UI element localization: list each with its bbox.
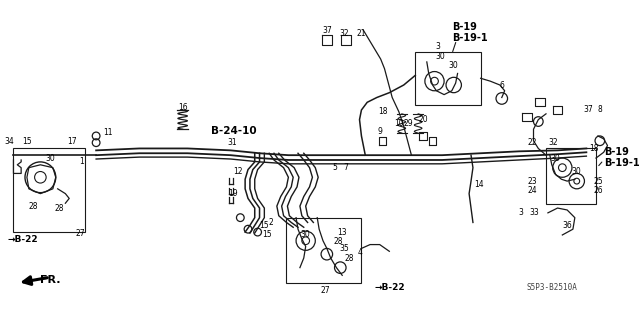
Text: 13: 13 — [337, 227, 347, 237]
Text: 30: 30 — [45, 153, 55, 163]
Text: 2: 2 — [269, 218, 273, 227]
Text: 33: 33 — [529, 208, 540, 217]
Text: 32: 32 — [339, 29, 349, 38]
Text: 3: 3 — [518, 208, 524, 217]
Text: 28: 28 — [344, 254, 354, 263]
Text: 29: 29 — [404, 119, 413, 128]
Text: 30: 30 — [449, 61, 459, 70]
Text: B-19-1: B-19-1 — [604, 158, 639, 168]
Text: 16: 16 — [178, 103, 188, 112]
Bar — [415, 52, 481, 105]
Text: S5P3-B2510A: S5P3-B2510A — [527, 283, 578, 292]
Text: 1: 1 — [79, 157, 84, 167]
Text: 36: 36 — [563, 221, 572, 230]
Text: 32: 32 — [548, 138, 557, 147]
Text: →B-22: →B-22 — [375, 283, 406, 292]
Text: 15: 15 — [262, 230, 272, 240]
Text: FR.: FR. — [40, 275, 61, 285]
Text: 3: 3 — [436, 42, 441, 51]
Text: 26: 26 — [593, 186, 603, 195]
Text: 20: 20 — [418, 115, 428, 124]
Text: B-19-1: B-19-1 — [452, 33, 488, 43]
Text: 21: 21 — [356, 29, 366, 38]
Text: 37: 37 — [584, 106, 593, 115]
Text: 30: 30 — [301, 230, 310, 240]
Text: 18: 18 — [589, 144, 599, 153]
Text: B-24-10: B-24-10 — [211, 126, 257, 136]
Text: 12: 12 — [234, 167, 243, 176]
Text: 10: 10 — [394, 119, 404, 128]
Text: 37: 37 — [322, 26, 332, 35]
Text: 25: 25 — [593, 177, 603, 186]
Text: 14: 14 — [474, 180, 484, 189]
Text: 23: 23 — [528, 177, 538, 186]
Text: 15: 15 — [22, 137, 32, 146]
Text: 31: 31 — [228, 138, 237, 147]
Text: →B-22: →B-22 — [8, 235, 38, 244]
Text: B-19: B-19 — [604, 147, 628, 157]
Text: 22: 22 — [528, 138, 538, 147]
Text: 18: 18 — [378, 108, 387, 116]
Text: 6: 6 — [499, 80, 504, 90]
Bar — [546, 148, 596, 204]
Text: 28: 28 — [55, 204, 65, 212]
Text: 9: 9 — [377, 127, 382, 136]
Text: 35: 35 — [339, 244, 349, 253]
Bar — [13, 148, 84, 232]
Text: 24: 24 — [528, 186, 538, 195]
Text: B-19: B-19 — [452, 22, 477, 32]
Text: 27: 27 — [320, 286, 330, 295]
Text: 15: 15 — [260, 221, 269, 230]
Text: 19: 19 — [228, 189, 237, 198]
Text: 5: 5 — [332, 163, 337, 172]
Text: 28: 28 — [333, 237, 343, 246]
Text: 30: 30 — [551, 153, 561, 163]
Text: 30: 30 — [435, 52, 445, 61]
Text: 4: 4 — [358, 248, 363, 257]
Text: 8: 8 — [598, 106, 602, 115]
Text: 28: 28 — [29, 202, 38, 211]
Text: 7: 7 — [344, 163, 349, 172]
Text: 17: 17 — [67, 137, 77, 146]
Bar — [287, 218, 362, 283]
Text: 11: 11 — [103, 128, 113, 137]
Text: 27: 27 — [76, 228, 86, 238]
Text: 34: 34 — [4, 137, 15, 146]
Text: 30: 30 — [572, 167, 582, 176]
